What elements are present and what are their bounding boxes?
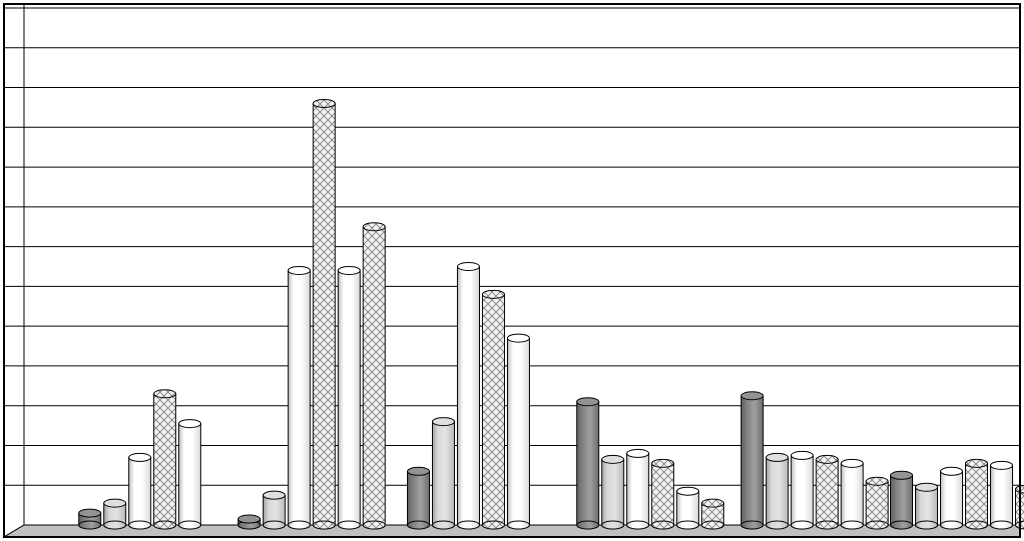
bar-cylinder bbox=[652, 459, 674, 529]
bar-cylinder bbox=[891, 471, 913, 529]
bar-cylinder bbox=[288, 266, 310, 529]
bar-cylinder bbox=[154, 390, 176, 529]
bar-cylinder bbox=[791, 451, 813, 529]
bar-cylinder bbox=[991, 461, 1013, 529]
bar-cylinder bbox=[916, 483, 938, 529]
bar-cylinder bbox=[129, 453, 151, 529]
bar-cylinder bbox=[941, 467, 963, 529]
bar-cylinder bbox=[766, 453, 788, 529]
cylinder-bar-chart bbox=[0, 0, 1024, 541]
bar-cylinder bbox=[841, 459, 863, 529]
bar-cylinder bbox=[338, 266, 360, 529]
bar-cylinder bbox=[407, 467, 429, 529]
bar-cylinder bbox=[577, 398, 599, 529]
bar-cylinder bbox=[741, 392, 763, 529]
bar-cylinder bbox=[263, 491, 285, 529]
bar-cylinder bbox=[482, 290, 504, 529]
bar-cylinder bbox=[457, 263, 479, 530]
bar-cylinder bbox=[966, 459, 988, 529]
bar-cylinder bbox=[179, 420, 201, 529]
bar-cylinder bbox=[432, 418, 454, 529]
bar-cylinder bbox=[602, 455, 624, 529]
bar-cylinder bbox=[507, 334, 529, 529]
bar-cylinder bbox=[238, 515, 260, 529]
bar-cylinder bbox=[363, 223, 385, 529]
bar-cylinder bbox=[677, 487, 699, 529]
bar-cylinder bbox=[816, 455, 838, 529]
bar-cylinder bbox=[866, 477, 888, 529]
bar-cylinder bbox=[313, 99, 335, 529]
bar-cylinder bbox=[104, 499, 126, 529]
bar-cylinder bbox=[79, 509, 101, 529]
bar-cylinder bbox=[702, 499, 724, 529]
bar-cylinder bbox=[627, 449, 649, 529]
